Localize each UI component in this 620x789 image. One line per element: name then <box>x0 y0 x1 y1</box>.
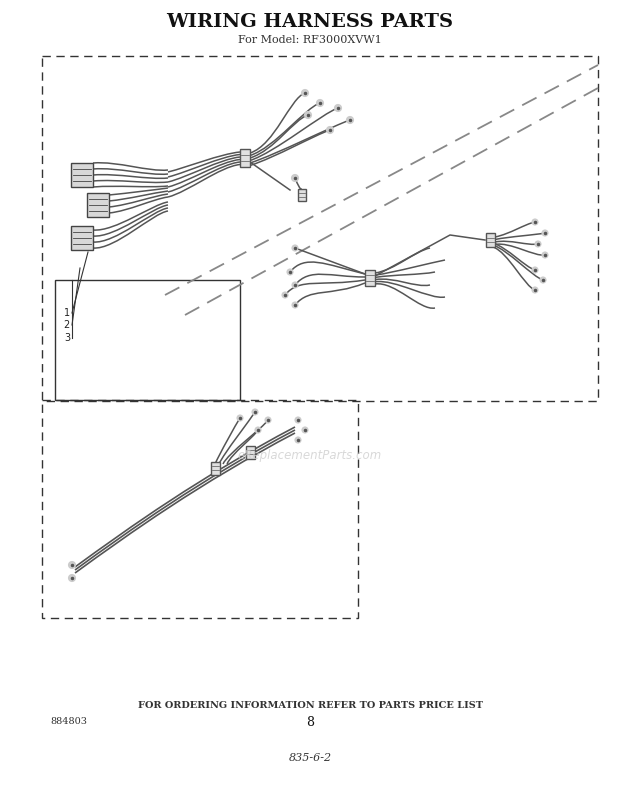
Circle shape <box>287 269 293 275</box>
Circle shape <box>316 99 324 107</box>
Circle shape <box>301 89 309 96</box>
Bar <box>42 400 358 618</box>
Circle shape <box>535 241 541 247</box>
Circle shape <box>292 245 298 251</box>
Bar <box>71 163 93 187</box>
Circle shape <box>542 230 548 236</box>
Text: 835-6-2: 835-6-2 <box>288 753 332 763</box>
Text: 8: 8 <box>306 716 314 728</box>
Circle shape <box>347 117 353 124</box>
Bar <box>87 193 109 217</box>
Circle shape <box>302 427 308 433</box>
Circle shape <box>68 574 76 581</box>
Text: For Model: RF3000XVW1: For Model: RF3000XVW1 <box>238 35 382 45</box>
Text: 884803: 884803 <box>50 717 87 727</box>
Circle shape <box>542 252 548 258</box>
Circle shape <box>237 415 243 421</box>
Bar <box>365 270 375 286</box>
Circle shape <box>295 417 301 423</box>
Circle shape <box>304 111 311 118</box>
Text: 3: 3 <box>64 333 70 343</box>
Circle shape <box>335 104 342 111</box>
Circle shape <box>532 219 538 225</box>
Circle shape <box>327 126 334 133</box>
Circle shape <box>265 417 271 423</box>
Bar <box>485 233 495 247</box>
Circle shape <box>252 409 258 415</box>
Circle shape <box>68 562 76 569</box>
Bar <box>211 462 219 474</box>
Circle shape <box>282 292 288 298</box>
Circle shape <box>255 427 261 433</box>
Circle shape <box>291 174 298 181</box>
Circle shape <box>540 277 546 283</box>
Circle shape <box>295 437 301 443</box>
Bar <box>71 226 93 250</box>
Text: 1: 1 <box>64 308 70 318</box>
Bar <box>55 280 240 400</box>
Bar <box>246 446 254 458</box>
Circle shape <box>292 302 298 308</box>
Text: FOR ORDERING INFORMATION REFER TO PARTS PRICE LIST: FOR ORDERING INFORMATION REFER TO PARTS … <box>138 701 482 709</box>
Text: eReplacementParts.com: eReplacementParts.com <box>238 448 382 462</box>
Bar <box>298 189 306 201</box>
Circle shape <box>532 267 538 273</box>
Text: 2: 2 <box>64 320 70 330</box>
Text: WIRING HARNESS PARTS: WIRING HARNESS PARTS <box>167 13 453 31</box>
Circle shape <box>292 282 298 288</box>
Bar <box>240 149 250 167</box>
Bar <box>42 56 598 401</box>
Circle shape <box>532 287 538 293</box>
